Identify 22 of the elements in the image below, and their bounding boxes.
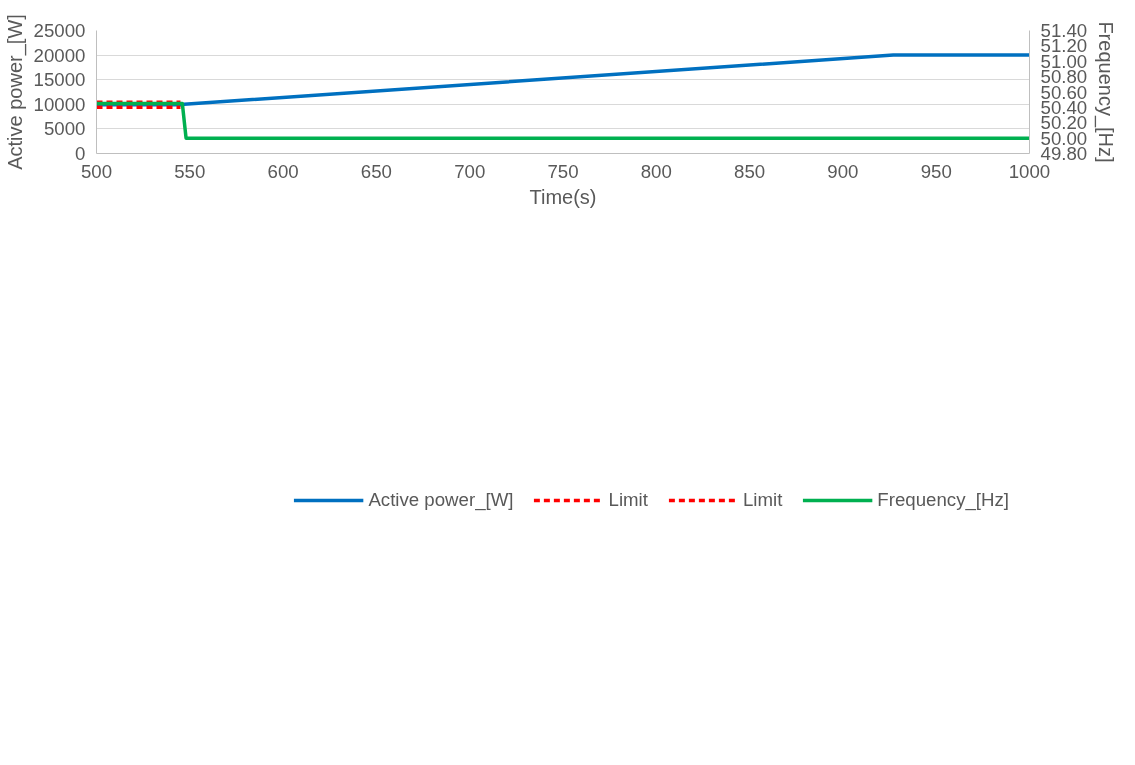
legend-label: Limit [608,489,648,511]
x-tick-label: 650 [360,160,392,182]
x-axis-title: Time(s) [529,185,597,208]
legend-label: Frequency_[Hz] [877,489,1009,511]
y-tick-label: 20000 [33,44,86,66]
legend-label: Active power_[W] [368,489,514,511]
y-tick-label: 25000 [33,20,86,41]
x-tick-label: 600 [267,160,299,182]
x-tick-label: 850 [734,160,766,182]
y-axis-title: Active power_[W] [3,14,27,170]
y-tick-label: 15000 [33,69,86,91]
x-tick-label: 900 [827,160,859,182]
x-tick-label: 750 [547,160,579,182]
y-tick-label: 5000 [44,118,86,140]
x-tick-label: 550 [174,160,206,182]
x-tick-label: 800 [640,160,672,182]
x-tick-label: 1000 [1008,160,1051,182]
x-tick-label: 950 [920,160,952,182]
y2-axis-title: Frequency_[Hz] [1094,21,1118,163]
x-tick-label: 700 [454,160,486,182]
y-tick-label: 10000 [33,93,86,115]
legend-label: Limit [742,489,783,511]
